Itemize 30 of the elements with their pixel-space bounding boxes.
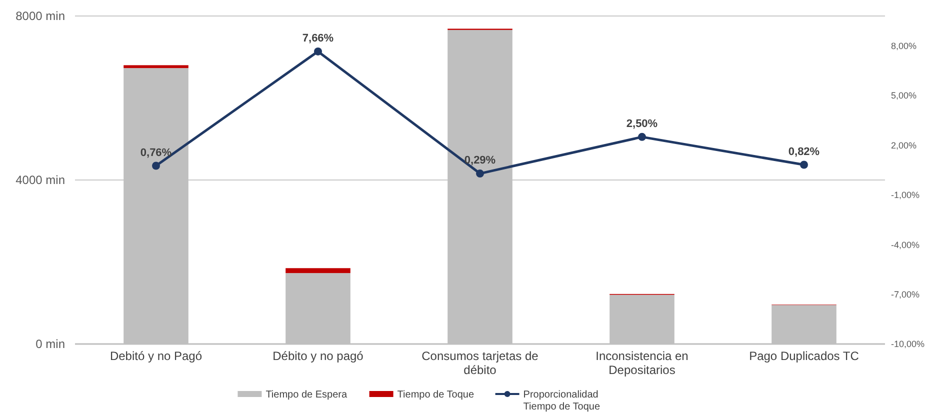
point [152, 162, 160, 170]
y2-tick-label: -10,00% [891, 339, 925, 350]
y-tick-label: 8000 min [16, 9, 65, 24]
y-tick-label: 0 min [36, 337, 65, 352]
data-label: 7,66% [302, 32, 334, 44]
x-tick-label: Debitó y no Pagó [110, 349, 202, 363]
y2-tick-label: 5,00% [891, 90, 917, 101]
legend-label: Proporcionalidad Tiempo de Toque [523, 390, 600, 412]
y2-tick-label: -7,00% [891, 289, 920, 300]
x-tick-label: Consumos tarjetas de débito [422, 349, 539, 377]
y2-tick-label: -1,00% [891, 190, 920, 200]
legend-label: Tiempo de Espera [266, 390, 348, 400]
bar [286, 268, 350, 274]
y2-tick-label: 2,00% [891, 140, 917, 150]
y-tick-label: 4000 min [16, 173, 65, 188]
data-label: 0,29% [464, 154, 496, 167]
point [314, 47, 322, 56]
data-label: 0,82% [788, 146, 820, 158]
bar [124, 65, 188, 68]
data-label: 0,76% [140, 146, 172, 159]
y2-tick-label: -4,00% [891, 240, 920, 250]
x-tick-label: Pago Duplicados TC [749, 349, 860, 363]
point [476, 170, 484, 178]
x-tick-label: Inconsistencia en Depositarios [596, 349, 688, 377]
point [800, 160, 808, 169]
y2-tick-label: 8,00% [891, 40, 917, 51]
data-label: 2,50% [626, 118, 658, 130]
legend-label: Tiempo de Toque [397, 390, 474, 400]
point [638, 132, 646, 141]
x-tick-label: Débito y no pagó [272, 349, 364, 363]
